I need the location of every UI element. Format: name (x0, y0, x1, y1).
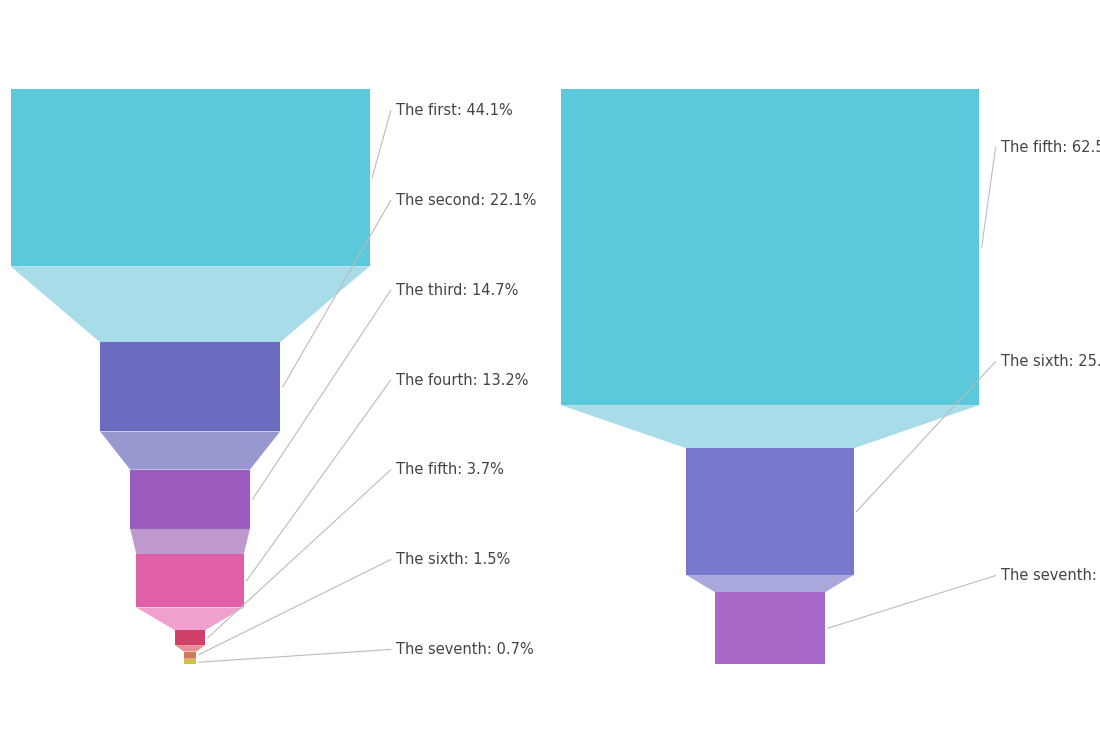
Polygon shape (136, 554, 244, 607)
Polygon shape (130, 469, 250, 529)
Text: The first: 44.1%: The first: 44.1% (396, 103, 513, 118)
Polygon shape (100, 432, 280, 469)
Polygon shape (175, 630, 205, 645)
Polygon shape (175, 645, 205, 652)
Polygon shape (130, 529, 250, 554)
Text: The second: 22.1%: The second: 22.1% (396, 193, 537, 208)
Polygon shape (184, 658, 197, 661)
Polygon shape (561, 405, 979, 449)
Text: The sixth: 25.0%: The sixth: 25.0% (1001, 354, 1100, 369)
Polygon shape (100, 342, 280, 432)
Polygon shape (11, 89, 370, 266)
Polygon shape (136, 607, 244, 630)
Polygon shape (11, 266, 370, 342)
Polygon shape (686, 575, 854, 592)
Text: The third: 14.7%: The third: 14.7% (396, 283, 518, 297)
Text: The fifth: 62.5%: The fifth: 62.5% (1001, 140, 1100, 155)
Polygon shape (184, 661, 197, 664)
Text: The sixth: 1.5%: The sixth: 1.5% (396, 552, 510, 567)
Polygon shape (715, 592, 825, 664)
Text: The seventh: 12.5%: The seventh: 12.5% (1001, 568, 1100, 583)
Text: The fifth: 3.7%: The fifth: 3.7% (396, 463, 504, 477)
Text: The fourth: 13.2%: The fourth: 13.2% (396, 373, 528, 387)
Text: The seventh: 0.7%: The seventh: 0.7% (396, 642, 534, 657)
Polygon shape (561, 89, 979, 405)
Polygon shape (686, 449, 854, 575)
Polygon shape (184, 652, 197, 658)
